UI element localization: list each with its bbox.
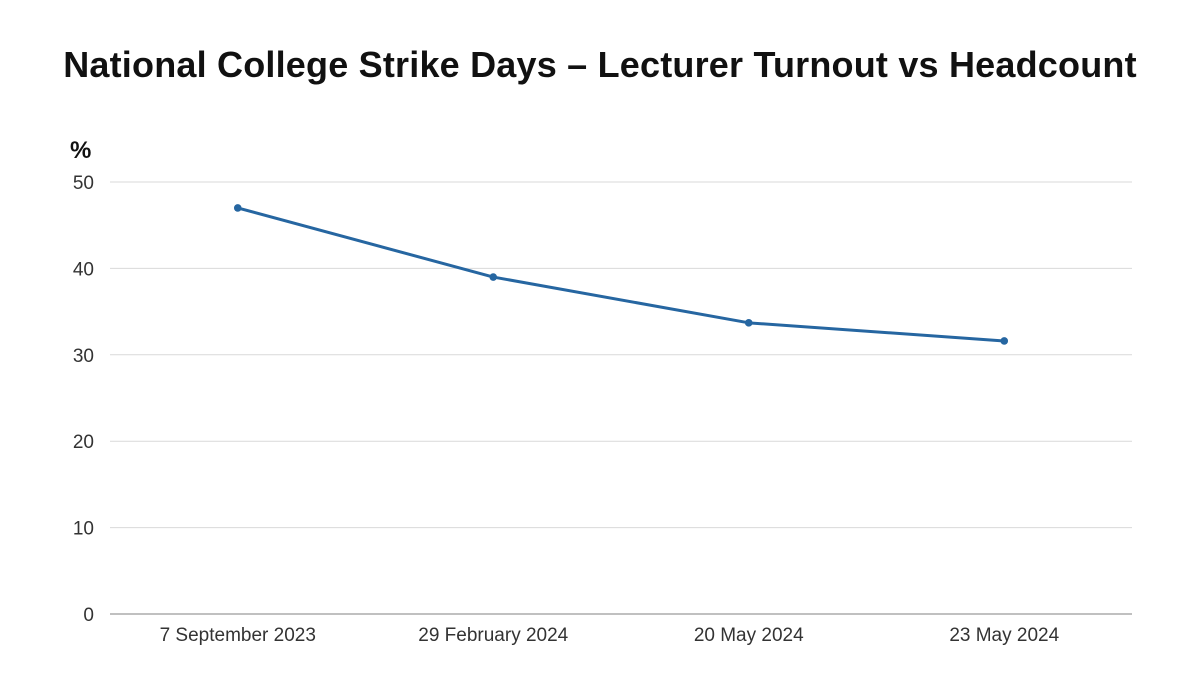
x-tick-label: 29 February 2024 <box>418 625 568 646</box>
data-point <box>489 273 498 281</box>
x-tick-label: 7 September 2023 <box>160 625 316 646</box>
x-tick-label: 20 May 2024 <box>694 625 804 646</box>
data-point <box>744 319 753 327</box>
y-tick-label: 40 <box>73 259 94 280</box>
data-point <box>1000 337 1009 345</box>
x-tick-label: 23 May 2024 <box>949 625 1059 646</box>
y-axis-unit-label: % <box>70 137 91 164</box>
data-point <box>233 204 242 212</box>
y-tick-label: 50 <box>73 173 94 194</box>
gridlines <box>110 181 1132 529</box>
y-tick-label: 10 <box>73 519 94 540</box>
y-tick-label: 30 <box>73 346 94 367</box>
series <box>233 204 1009 345</box>
series-line <box>236 206 1006 343</box>
chart-title: National College Strike Days – Lecturer … <box>63 44 1137 85</box>
tick-labels: 0 10 20 30 40 50% 7 September 2023 29 February … <box>70 137 1060 646</box>
y-tick-label: 0 <box>83 605 94 626</box>
y-tick-label: 20 <box>73 432 94 453</box>
